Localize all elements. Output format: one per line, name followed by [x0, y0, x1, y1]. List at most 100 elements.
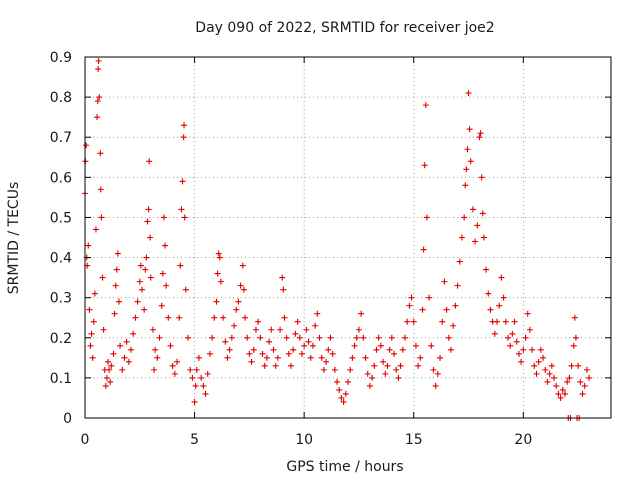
data-point [97, 186, 104, 193]
y-tick-label: 0.5 [50, 210, 72, 226]
data-point [450, 322, 457, 329]
data-point [331, 366, 338, 373]
data-point [193, 366, 200, 373]
data-point [147, 234, 154, 241]
data-point [216, 254, 223, 261]
data-point [373, 346, 380, 353]
data-point [303, 326, 310, 333]
data-point [384, 362, 391, 369]
data-point [83, 142, 90, 149]
y-tick-label: 0.1 [50, 371, 72, 387]
data-point [395, 374, 402, 381]
data-point [169, 362, 176, 369]
y-tick-label: 0.7 [50, 130, 72, 146]
data-point [91, 290, 98, 297]
data-point [187, 366, 194, 373]
data-point [209, 334, 216, 341]
data-point [507, 342, 514, 349]
data-point [231, 322, 238, 329]
data-point [487, 306, 494, 313]
data-point [551, 374, 558, 381]
chart-title: Day 090 of 2022, SRMTID for receiver joe… [195, 20, 494, 36]
data-point [95, 66, 102, 73]
data-point [474, 222, 481, 229]
data-point [211, 314, 218, 321]
x-tick-label: 10 [295, 432, 313, 448]
data-point [469, 206, 476, 213]
data-point [136, 278, 143, 285]
data-point [94, 98, 101, 105]
data-point [272, 362, 279, 369]
data-point [224, 354, 231, 361]
data-point [325, 346, 332, 353]
data-point [397, 362, 404, 369]
data-point [146, 158, 153, 165]
data-point [246, 350, 253, 357]
data-point [577, 378, 584, 385]
data-point [327, 334, 334, 341]
data-point [535, 358, 542, 365]
data-point [222, 338, 229, 345]
data-point [318, 354, 325, 361]
data-point [555, 390, 562, 397]
data-point [360, 334, 367, 341]
data-point [443, 306, 450, 313]
data-point [174, 358, 181, 365]
data-point [472, 238, 479, 245]
data-point [553, 382, 560, 389]
x-tick-label: 0 [81, 432, 90, 448]
data-point [102, 382, 109, 389]
data-point [261, 362, 268, 369]
data-point [526, 326, 533, 333]
data-point [214, 270, 221, 277]
data-point [432, 382, 439, 389]
data-point [465, 90, 472, 97]
data-point [421, 162, 428, 169]
data-point [369, 374, 376, 381]
data-point [270, 346, 277, 353]
data-point [581, 382, 588, 389]
y-tick-label: 0.4 [50, 251, 72, 267]
data-point [329, 350, 336, 357]
data-point [97, 150, 104, 157]
data-point [202, 390, 209, 397]
data-point [111, 310, 118, 317]
data-point [298, 350, 305, 357]
data-point [314, 310, 321, 317]
data-point [464, 146, 471, 153]
x-tick-labels: 0 5 10 15 20 [81, 432, 533, 448]
data-point [445, 334, 452, 341]
data-point [178, 206, 185, 213]
data-point [252, 326, 259, 333]
data-point [422, 102, 429, 109]
data-point [568, 362, 575, 369]
data-point [452, 302, 459, 309]
data-point [423, 214, 430, 221]
data-point [132, 314, 139, 321]
data-point [579, 390, 586, 397]
data-point [351, 342, 358, 349]
data-point [248, 358, 255, 365]
data-point [235, 298, 242, 305]
data-point [353, 334, 360, 341]
data-point [105, 358, 112, 365]
data-point [491, 330, 498, 337]
data-point [420, 246, 427, 253]
y-tick-label: 0.3 [50, 291, 72, 307]
data-point [338, 394, 345, 401]
data-point [141, 306, 148, 313]
data-point [257, 334, 264, 341]
data-point [217, 278, 224, 285]
data-point [149, 326, 156, 333]
data-point [145, 206, 152, 213]
data-point [502, 318, 509, 325]
data-point [215, 250, 222, 257]
y-tick-label: 0.6 [50, 170, 72, 186]
plot-frame [84, 56, 612, 419]
data-point [408, 294, 415, 301]
data-point [99, 274, 106, 281]
data-point [419, 306, 426, 313]
data-point [220, 314, 227, 321]
data-point [309, 342, 316, 349]
data-point [144, 218, 151, 225]
